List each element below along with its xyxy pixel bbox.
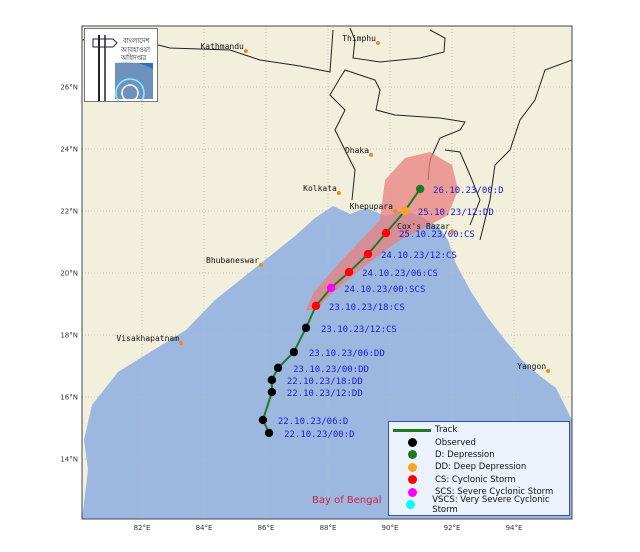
svg-text:আবহাওয়া: আবহাওয়া xyxy=(120,46,151,54)
lon-tick-label: 86°E xyxy=(258,524,275,532)
legend-item: Track xyxy=(389,424,569,436)
lon-tick-label: 92°E xyxy=(444,524,461,532)
legend-item: DD: Deep Depression xyxy=(389,461,569,473)
track-point-label: 22.10.23/12:DD xyxy=(287,389,363,399)
dot-swatch xyxy=(389,462,435,472)
track-point-label: 24.10.23/06:CS xyxy=(362,269,438,279)
legend-label: Observed xyxy=(435,437,476,448)
city-marker xyxy=(259,262,264,267)
legend-item: D: Depression xyxy=(389,449,569,461)
lat-tick-label: 14°N xyxy=(60,456,78,464)
legend-item: Observed xyxy=(389,436,569,448)
lat-tick-label: 22°N xyxy=(60,208,78,216)
lon-tick-label: 88°E xyxy=(320,524,337,532)
city-label: Khepupara xyxy=(350,202,394,211)
track-point xyxy=(258,415,268,425)
svg-text:বাংলাদেশ: বাংলাদেশ xyxy=(122,37,151,45)
sea-label: Bay of Bengal xyxy=(312,495,382,506)
legend-label: DD: Deep Depression xyxy=(435,462,527,473)
track-point xyxy=(289,347,299,357)
city-marker xyxy=(392,209,397,213)
legend-label: SCS: Severe Cyclonic Storm xyxy=(435,487,554,498)
lat-tick-label: 24°N xyxy=(60,146,78,154)
line-swatch xyxy=(389,428,435,432)
track-point-label: 25.10.23/00:CS xyxy=(399,230,475,240)
dot-swatch xyxy=(389,487,435,497)
city-marker xyxy=(369,152,374,157)
borders xyxy=(82,27,572,241)
city-marker xyxy=(243,49,248,54)
track-point xyxy=(326,283,336,293)
track-point xyxy=(363,249,373,259)
legend-item: CS: Cyclonic Storm xyxy=(389,474,569,486)
dot-swatch xyxy=(389,475,435,485)
track-point-label: 22.10.23/06:D xyxy=(278,417,348,427)
map-frame xyxy=(81,25,573,520)
city-label: Kathmandu xyxy=(200,42,244,51)
lon-tick-label: 94°E xyxy=(506,524,523,532)
legend-item: SCS: Severe Cyclonic Storm xyxy=(389,486,569,498)
city-marker xyxy=(179,341,184,346)
city-label: Cox's Bazar xyxy=(397,222,450,231)
track-point-label: 23.10.23/06:DD xyxy=(309,349,385,359)
dot-swatch xyxy=(389,500,432,510)
city-label: Yangon xyxy=(517,362,546,371)
legend-label: D: Depression xyxy=(435,449,495,460)
svg-text:অধিদপ্তর: অধিদপ্তর xyxy=(120,54,146,62)
city-marker xyxy=(336,191,341,196)
city-label: Dhaka xyxy=(345,146,369,155)
dot-swatch xyxy=(389,438,435,448)
track-point-label: 25.10.23/12:DD xyxy=(418,208,494,218)
city-label: Bhubaneswar xyxy=(206,256,259,265)
city-marker xyxy=(375,40,380,45)
legend-label: VSCS: Very Severe Cyclonic Storm xyxy=(432,494,550,515)
legend: Track Observed D: Depression DD: Deep Depre… xyxy=(388,421,570,516)
track-point xyxy=(344,267,354,277)
legend-label: CS: Cyclonic Storm xyxy=(435,474,516,485)
track-point xyxy=(273,363,283,373)
lon-tick-label: 82°E xyxy=(134,524,151,532)
legend-item: VSCS: Very Severe Cyclonic Storm xyxy=(389,495,569,515)
lon-tick-label: 90°E xyxy=(382,524,399,532)
track-point xyxy=(267,387,277,397)
city-label: Kolkata xyxy=(303,184,337,193)
legend-label: Track xyxy=(435,425,458,436)
track-point xyxy=(415,184,425,194)
track-point xyxy=(264,428,274,438)
track-point-label: 22.10.23/18:DD xyxy=(287,377,363,387)
lat-tick-label: 26°N xyxy=(60,84,78,92)
track-point xyxy=(381,228,391,238)
track-point-label: 24.10.23/00:SCS xyxy=(344,285,425,295)
lat-tick-label: 18°N xyxy=(60,332,78,340)
lon-tick-label: 84°E xyxy=(196,524,213,532)
lat-tick-label: 16°N xyxy=(60,394,78,402)
track-point-label: 23.10.23/18:CS xyxy=(329,303,405,313)
track-point-label: 23.10.23/00:DD xyxy=(293,365,369,375)
track-point-label: 23.10.23/12:CS xyxy=(321,325,397,335)
track-point xyxy=(400,206,410,216)
lat-tick-label: 20°N xyxy=(60,270,78,278)
dot-swatch xyxy=(389,450,435,460)
track-point xyxy=(311,301,321,311)
track-point xyxy=(267,375,277,385)
city-label: Thimphu xyxy=(342,34,376,43)
track-point-label: 26.10.23/00:D xyxy=(433,186,503,196)
city-marker xyxy=(450,229,454,234)
track-point-label: 22.10.23/00:D xyxy=(284,430,354,440)
city-marker xyxy=(546,368,551,373)
bmd-logo: বাংলাদেশ আবহাওয়া অধিদপ্তর xyxy=(84,28,158,108)
track-point xyxy=(301,323,311,333)
track-point-label: 24.10.23/12:CS xyxy=(381,251,457,261)
city-label: Visakhapatnam xyxy=(116,334,179,343)
